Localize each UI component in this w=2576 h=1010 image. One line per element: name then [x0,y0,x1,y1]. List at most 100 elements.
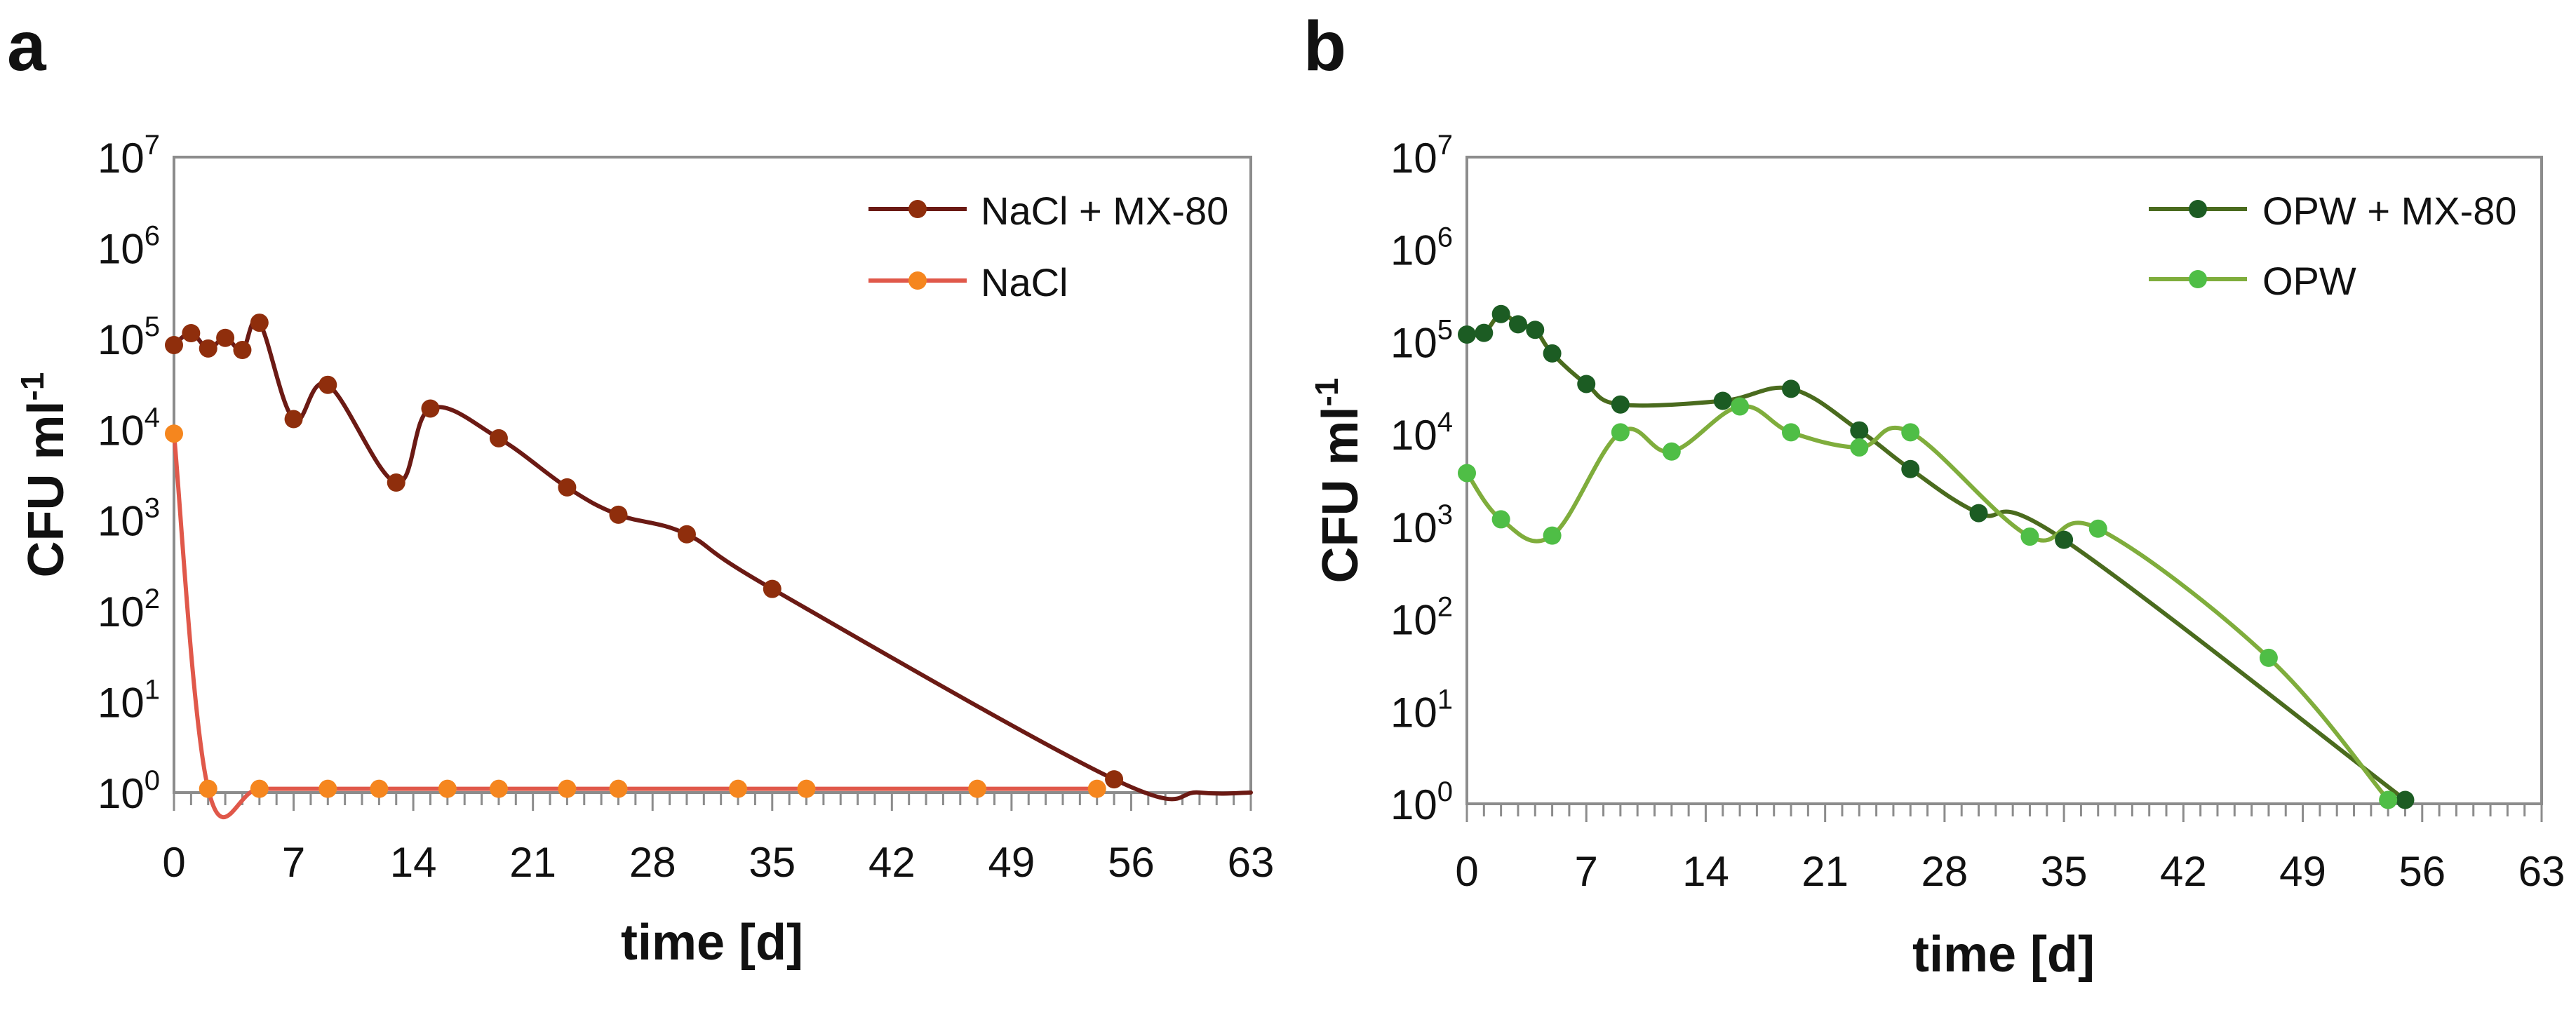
panel-b-series-lines [1465,311,2408,802]
data-point-nacl-mx80 [250,314,269,332]
data-point-nacl-mx80 [677,525,696,544]
x-tick-label: 49 [2279,848,2326,895]
data-point-nacl [797,779,816,798]
y-tick-label: 100 [98,765,160,817]
y-tick-label: 104 [1390,407,1453,459]
series-line-nacl [172,431,1099,820]
legend-opw-mx80-marker [2189,200,2207,218]
data-point-opw-mx80 [1713,391,1732,410]
data-point-nacl [438,779,457,798]
y-tick-label: 102 [1390,592,1453,644]
y-tick-label: 107 [1390,130,1453,182]
data-point-nacl [609,779,628,798]
x-tick-label: 21 [509,839,556,886]
panel-b: b 100 101 102 103 104 105 106 107 0 7 14 21 28 35 42 4… [1303,7,2565,983]
data-point-nacl-mx80 [558,478,577,497]
data-point-nacl-mx80 [284,410,303,429]
x-tick-label: 14 [390,839,437,886]
data-point-opw-mx80 [1901,459,1920,478]
panel-a-series-lines [172,318,1253,820]
panel-b-plot-area [1465,156,2543,805]
x-tick-label: 14 [1682,848,1729,895]
data-point-nacl-mx80 [387,473,405,492]
x-tick-label: 21 [1802,848,1849,895]
data-point-opw-mx80 [1491,304,1510,323]
legend-opw-mx80-label: OPW + MX-80 [2262,189,2517,233]
data-point-opw-mx80 [1458,325,1476,344]
panel-a-legend: NaCl + MX-80 NaCl [868,189,1228,304]
panel-a-y-axis-title: CFU ml-1 [14,372,74,578]
data-point-opw [2020,527,2039,546]
panel-b-data-points [1458,304,2415,809]
data-point-opw-mx80 [1577,375,1596,393]
y-tick-label: 104 [98,402,160,454]
data-point-opw-mx80 [1508,315,1527,334]
data-point-opw [2259,648,2278,667]
y-tick-label: 103 [1390,499,1453,551]
x-tick-label: 35 [749,839,796,886]
data-point-nacl [968,779,987,798]
series-line-opw [1465,404,2391,802]
data-point-opw [2379,790,2398,809]
x-tick-label: 0 [162,839,185,886]
x-tick-label: 7 [1575,848,1598,895]
panel-a-data-points [165,314,1124,798]
x-tick-label: 56 [1108,839,1155,886]
panel-a-y-axis-title-sup: -1 [14,372,51,401]
data-point-opw [1850,438,1869,457]
x-tick-label: 63 [1228,839,1275,886]
panel-b-x-axis-ticks: 0 7 14 21 28 35 42 49 56 63 [1455,804,2565,895]
data-point-nacl [729,779,748,798]
x-tick-label: 63 [2518,848,2565,895]
panel-a: a 100 101 102 103 104 105 106 107 0 7 14 21 28 35 42 4… [7,7,1274,971]
data-point-opw [2088,519,2107,538]
y-tick-label: 105 [98,311,160,363]
panel-b-y-tick-labels: 100 101 102 103 104 105 106 107 [1390,130,1453,828]
data-point-nacl [1087,779,1106,798]
panel-b-legend: OPW + MX-80 OPW [2149,189,2517,303]
data-point-nacl [199,779,217,798]
data-point-opw-mx80 [1850,421,1869,440]
data-point-nacl [165,424,183,443]
y-tick-label: 103 [98,493,160,545]
legend-nacl-mx80-label: NaCl + MX-80 [981,189,1228,233]
panel-a-plot-area [173,156,1252,794]
x-tick-label: 0 [1455,848,1478,895]
data-point-nacl-mx80 [233,341,252,360]
data-point-nacl-mx80 [165,335,183,354]
y-tick-label: 100 [1390,776,1453,828]
data-point-nacl-mx80 [216,328,235,347]
data-point-opw-mx80 [1969,504,1988,523]
data-point-opw-mx80 [1782,379,1801,398]
series-line-nacl-mx80 [172,318,1253,802]
y-tick-label: 106 [98,220,160,272]
data-point-nacl-mx80 [199,339,217,358]
panel-b-y-axis-title: CFU ml-1 [1308,378,1369,584]
panel-b-x-axis-title: time [d] [1912,927,2095,983]
legend-opw-label: OPW [2262,259,2356,303]
x-tick-label: 56 [2399,848,2446,895]
x-tick-label: 28 [1921,848,1968,895]
data-point-nacl [250,779,269,798]
data-point-opw-mx80 [1611,395,1630,414]
y-tick-label: 106 [1390,222,1453,274]
data-point-opw [1611,423,1630,442]
legend-nacl-label: NaCl [981,260,1068,304]
data-point-opw [1491,510,1510,529]
series-line-opw-mx80 [1465,311,2408,802]
x-tick-label: 28 [629,839,676,886]
x-tick-label: 42 [868,839,915,886]
panel-b-y-axis-title-sup: -1 [1308,378,1345,407]
panel-a-label: a [7,7,47,86]
data-point-nacl-mx80 [763,579,781,598]
panel-a-x-axis-title: time [d] [621,915,803,971]
data-point-nacl-mx80 [182,324,201,343]
data-point-opw [1782,423,1801,442]
data-point-opw [1458,464,1476,483]
data-point-opw-mx80 [2396,790,2415,809]
data-point-opw-mx80 [1475,323,1494,342]
data-point-nacl [370,779,389,798]
legend-nacl-marker [908,271,927,290]
panel-b-label: b [1303,7,1346,86]
